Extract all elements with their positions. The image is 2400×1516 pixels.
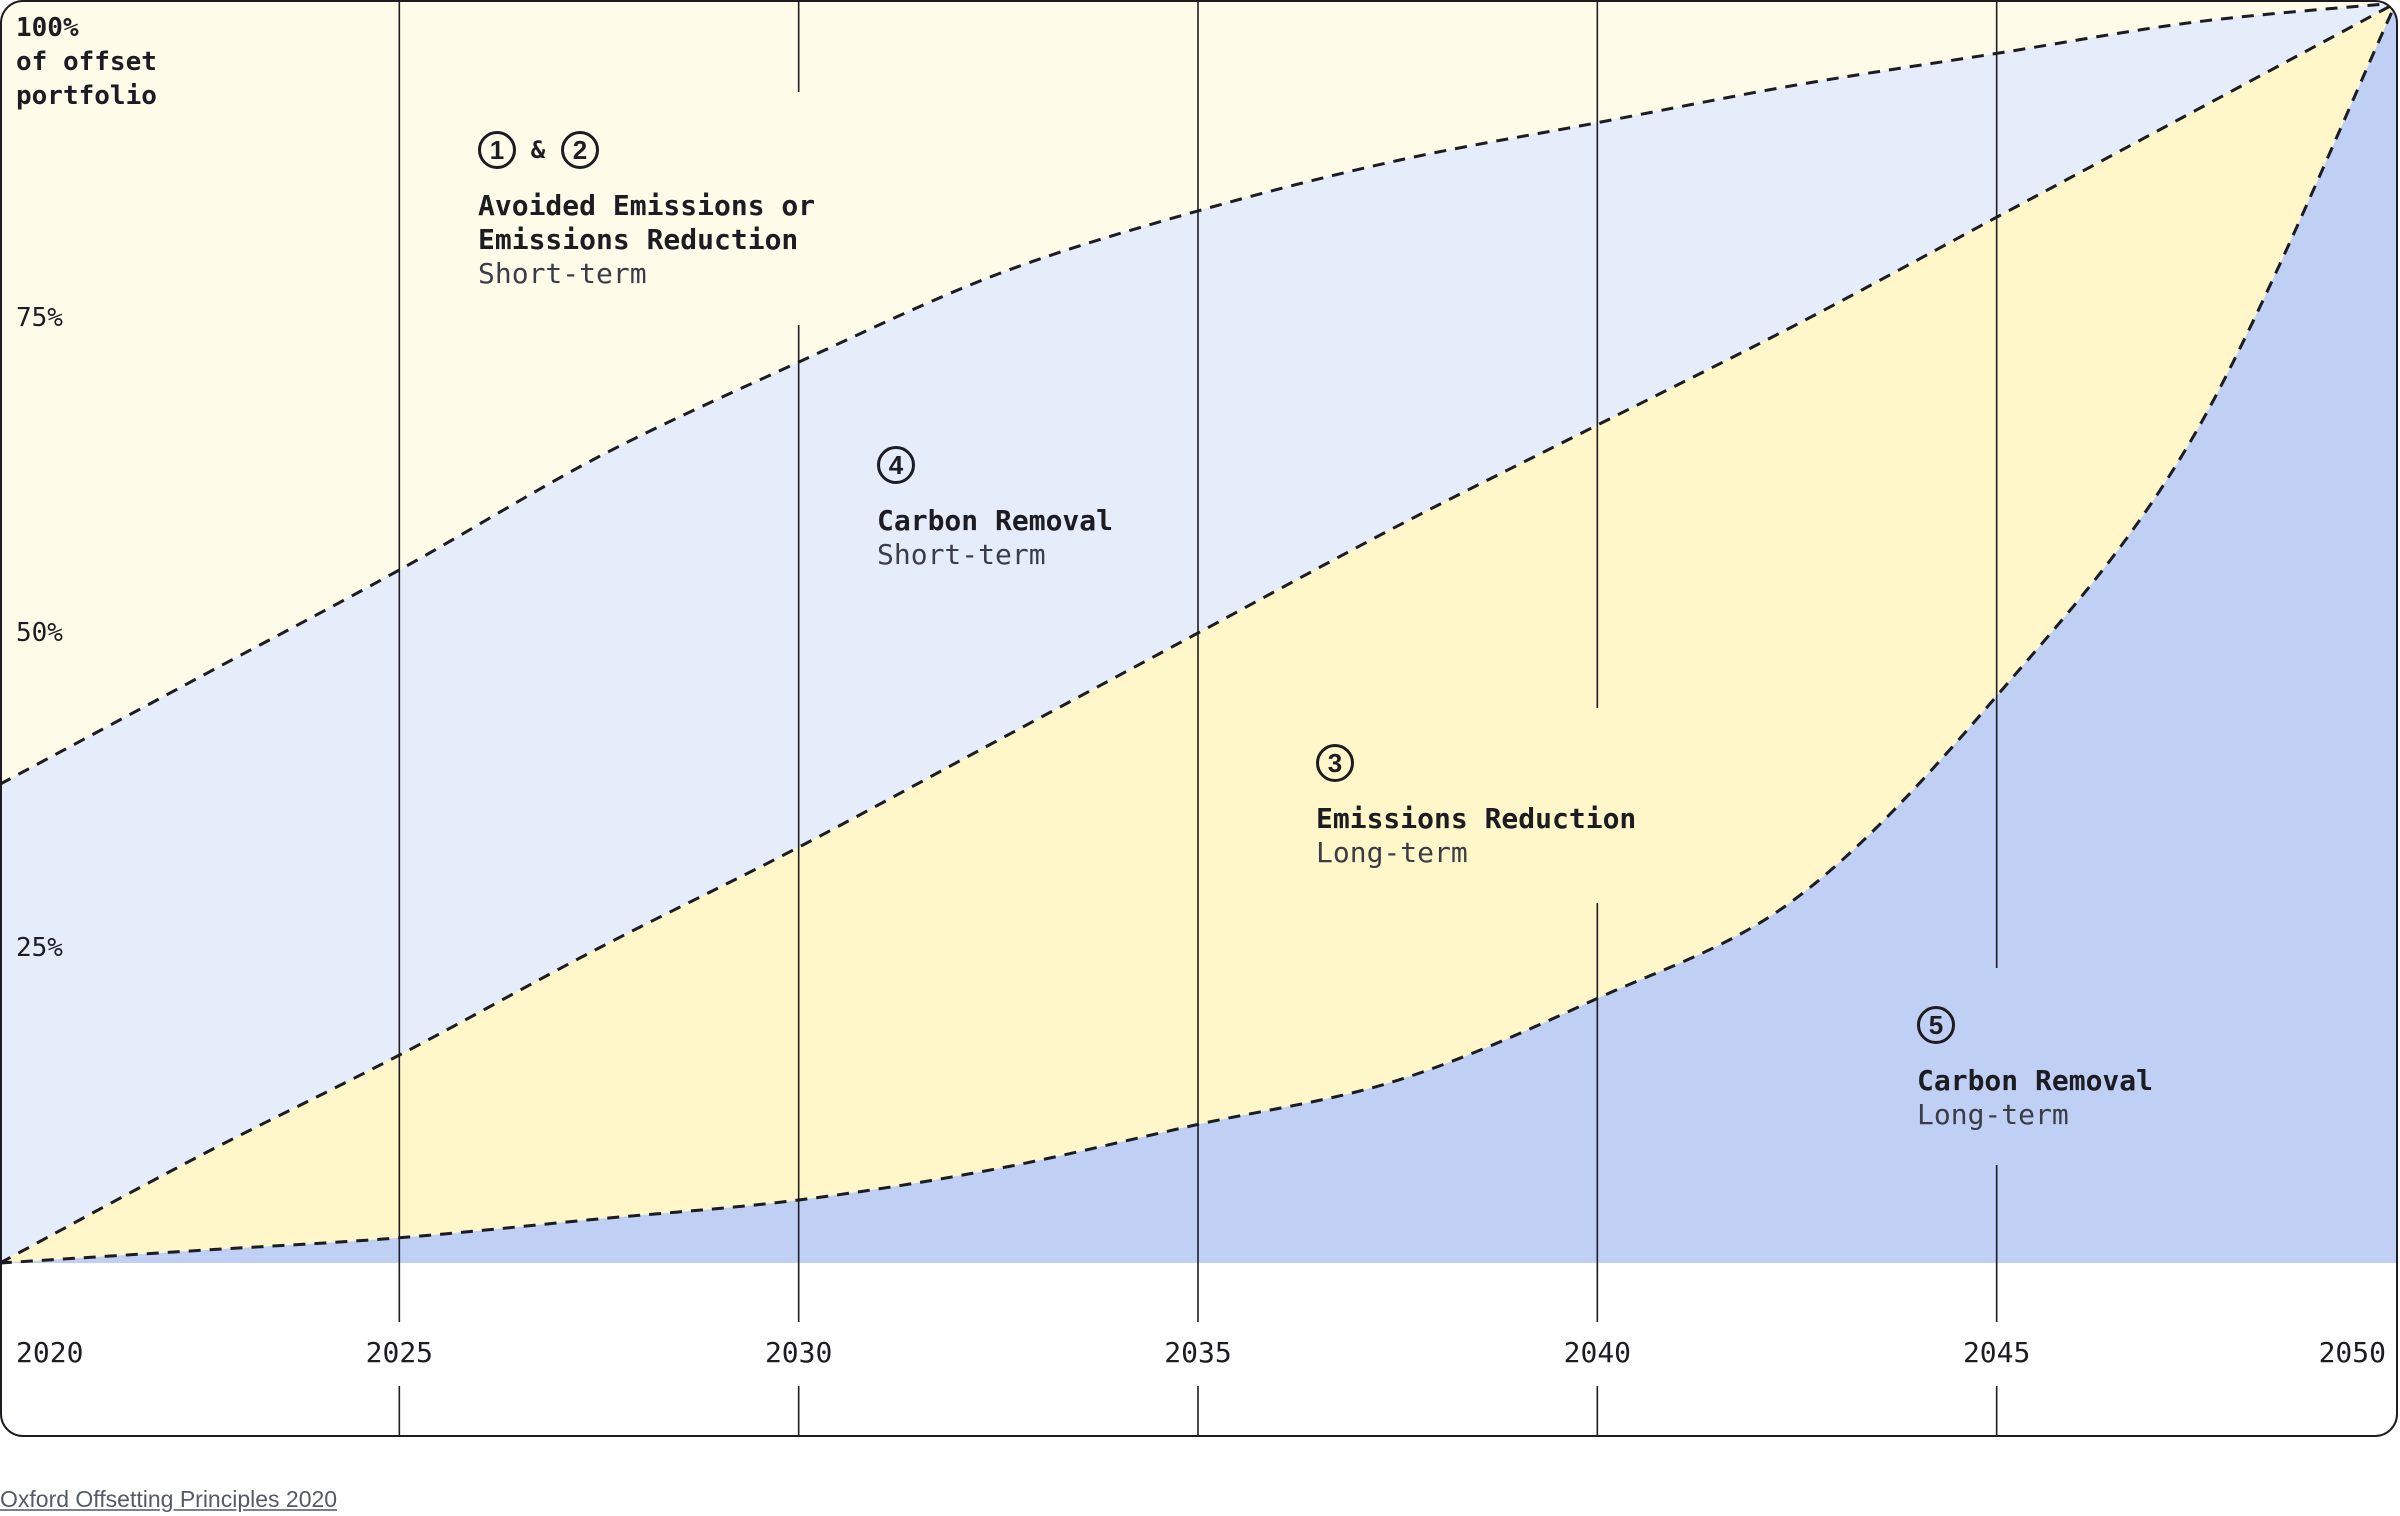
area-region-1-2 (1, 1, 2396, 785)
boundary-curve-2 (1, 1, 2397, 1265)
region-number-2: 2 (573, 135, 587, 165)
region-number-4: 4 (889, 450, 904, 480)
x-tick-label-2050: 2050 (2319, 1336, 2386, 1369)
region-number-circle-4 (877, 446, 915, 484)
boundary-curve-1 (1, 1, 2397, 786)
y-axis-label-line-3: portfolio (16, 81, 157, 111)
x-tick-label-2030: 2030 (765, 1336, 832, 1369)
region-title-line-1: Carbon Removal (877, 504, 1113, 537)
x-tick-label-2045: 2045 (1963, 1336, 2030, 1369)
region-number-5: 5 (1929, 1010, 1943, 1040)
grid-layer (398, 1, 1998, 1436)
x-tick-label-2020: 2020 (16, 1336, 83, 1369)
region-number-circle-1 (478, 131, 516, 169)
x-tick-labels: 2020 2025 2030 2035 2040 2045 2050 (16, 1336, 2386, 1369)
region-number-connector: & (531, 136, 546, 164)
region-number-1: 1 (490, 135, 504, 165)
area-region-5 (1, 3, 2396, 1263)
boundary-curve-3 (1, 2, 2397, 1265)
x-tick-label-2035: 2035 (1164, 1336, 1231, 1369)
region-subtitle: Long-term (1917, 1098, 2069, 1131)
region-subtitle: Short-term (877, 538, 1046, 571)
y-axis-label-line-1: 100% (16, 13, 79, 43)
region-number-circle-5 (1917, 1006, 1955, 1044)
y-tick-label-50: 50% (16, 618, 63, 648)
x-tick-label-2040: 2040 (1564, 1336, 1631, 1369)
region-title-line-2: Emissions Reduction (478, 223, 798, 256)
y-tick-label-75: 75% (16, 303, 63, 333)
region-subtitle: Short-term (478, 257, 647, 290)
chart-frame (0, 0, 2398, 1437)
region-subtitle: Long-term (1316, 836, 1468, 869)
region-title-line-1: Carbon Removal (1917, 1064, 2153, 1097)
region-title-line-1: Avoided Emissions or (478, 189, 815, 222)
region-title-line-1: Emissions Reduction (1316, 802, 1636, 835)
boundary-layer (1, 1, 2397, 1265)
y-tick-labels: 25% 50% 75% (16, 303, 63, 963)
y-axis-label-line-2: of offset (16, 47, 157, 77)
region-number-circle-2 (561, 131, 599, 169)
region-number-circle-3 (1316, 744, 1354, 782)
source-caption-link[interactable]: Oxford Offsetting Principles 2020 (0, 1486, 338, 1512)
x-tick-label-2025: 2025 (366, 1336, 433, 1369)
y-axis-label: 100% of offset portfolio (16, 13, 157, 111)
y-tick-label-25: 25% (16, 933, 63, 963)
region-number-3: 3 (1328, 748, 1342, 778)
